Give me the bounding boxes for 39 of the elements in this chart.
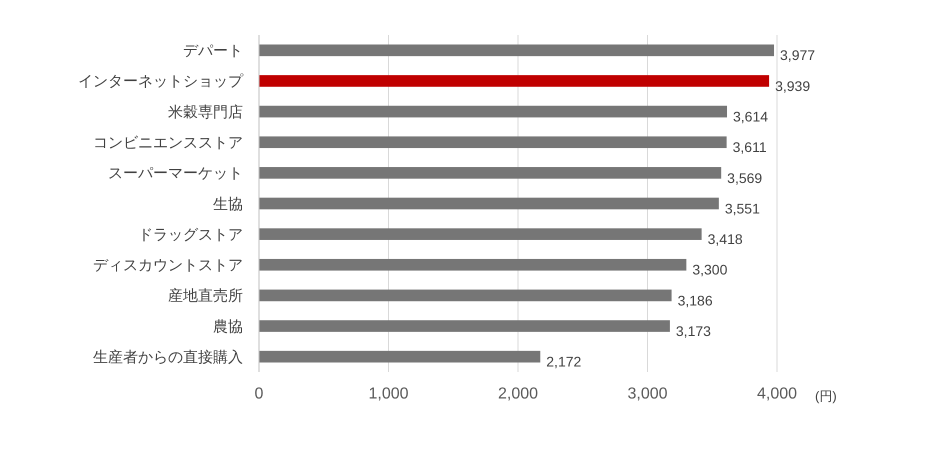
bar — [259, 106, 728, 118]
y-tick-label: ディスカウントストア — [93, 257, 243, 274]
bar — [259, 136, 727, 148]
bar — [259, 350, 540, 363]
data-label: 3,418 — [708, 231, 743, 248]
x-tick-label: 2,000 — [498, 386, 538, 403]
data-label: 3,939 — [775, 78, 810, 94]
bar — [259, 258, 686, 271]
data-label: 3,551 — [724, 200, 760, 216]
y-tick-label: ドラッグストア — [138, 226, 243, 244]
y-tick-label: 生協 — [213, 196, 243, 213]
bar — [259, 228, 702, 240]
y-tick-label: 農協 — [213, 318, 243, 336]
data-label: 3,611 — [732, 139, 767, 156]
bar — [259, 75, 770, 87]
data-label: 3,300 — [692, 262, 728, 278]
bar — [259, 167, 722, 179]
y-tick-label: スーパーマーケット — [108, 165, 243, 182]
y-tick-label: コンビニエンスストア — [93, 134, 243, 152]
data-label: 3,614 — [733, 108, 768, 124]
bar — [259, 290, 672, 302]
bar — [259, 198, 719, 210]
x-tick-label: 4,000 — [756, 386, 798, 403]
x-tick-label: 3,000 — [627, 386, 668, 403]
bar — [259, 44, 774, 56]
data-label: 3,186 — [678, 292, 713, 308]
y-tick-label: 米穀専門店 — [168, 104, 243, 121]
x-tick-label: 1,000 — [368, 386, 409, 403]
y-tick-label: 生産者からの直接購入 — [93, 348, 243, 366]
y-tick-label: 産地直売所 — [168, 288, 243, 305]
bar — [259, 320, 670, 332]
data-label: 3,569 — [727, 170, 762, 186]
data-label: 3,977 — [780, 47, 816, 64]
data-label: 3,173 — [676, 322, 712, 339]
x-tick-label: 0 — [254, 386, 264, 403]
y-tick-label: デパート — [183, 42, 243, 60]
data-label: 2,172 — [546, 354, 582, 370]
x-axis-title: (円) — [815, 388, 837, 404]
y-tick-label: インターネットショップ — [78, 73, 244, 90]
